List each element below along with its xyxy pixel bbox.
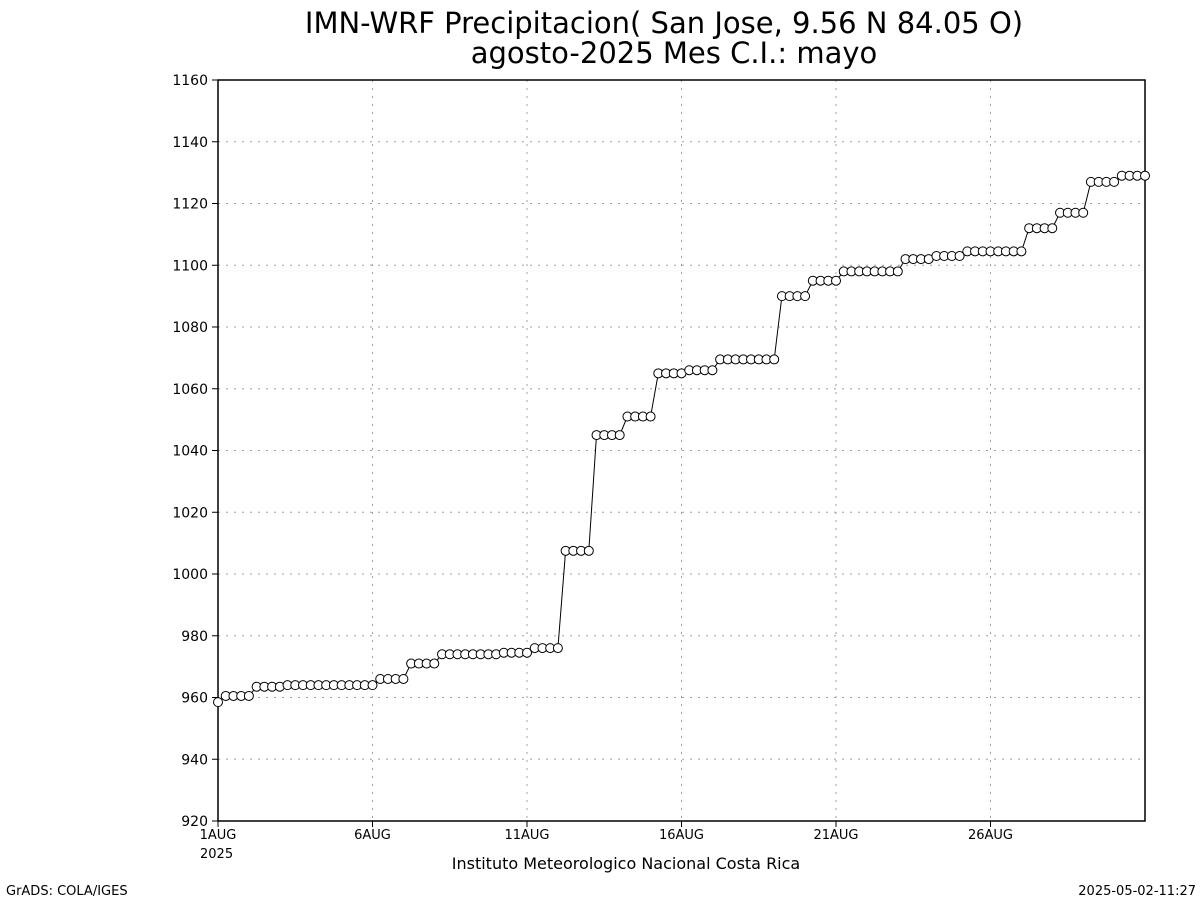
data-point <box>552 643 563 654</box>
x-tick-label: 1AUG <box>200 828 237 843</box>
data-point <box>1047 223 1058 234</box>
y-tick-label: 980 <box>181 629 208 645</box>
plot-frame <box>217 79 1146 822</box>
series-group <box>213 170 1150 708</box>
data-point <box>398 673 409 684</box>
x-axis: 1AUG 6AUG 11AUG 16AUG 21AUG 26AUG <box>200 821 1013 843</box>
data-point <box>367 680 378 691</box>
data-point <box>707 365 718 376</box>
y-tick-label: 960 <box>181 691 208 707</box>
grads-credit: GrADS: COLA/IGES <box>6 884 128 899</box>
data-point <box>614 430 625 441</box>
y-tick-label: 1020 <box>172 505 208 521</box>
chart-title: IMN-WRF Precipitacion( San Jose, 9.56 N … <box>305 6 1023 40</box>
data-point <box>522 647 532 658</box>
data-point <box>892 266 903 277</box>
grid-lines <box>218 80 1145 821</box>
y-tick-label: 1100 <box>172 258 208 274</box>
y-tick-label: 1060 <box>172 382 208 398</box>
y-axis: 920 940 960 980 1000 1020 1040 1060 1080 1100 1120… <box>172 73 218 830</box>
data-point <box>800 291 811 302</box>
data-point <box>429 658 440 669</box>
data-point <box>1140 170 1150 181</box>
y-tick-label: 940 <box>181 752 208 768</box>
institution-label: Instituto Meteorologico Nacional Costa R… <box>452 854 800 873</box>
data-point <box>243 690 254 701</box>
x-tick-label: 21AUG <box>813 828 858 843</box>
data-point <box>583 545 594 556</box>
data-point <box>769 354 780 365</box>
timestamp-label: 2025-05-02-11:27 <box>1078 884 1196 899</box>
y-tick-label: 1000 <box>172 567 208 583</box>
data-point <box>213 697 223 708</box>
y-tick-label: 1080 <box>172 320 208 336</box>
x-tick-label: 6AUG <box>354 828 391 843</box>
y-tick-label: 1140 <box>172 135 208 151</box>
data-point <box>1016 246 1027 257</box>
data-point <box>831 275 841 286</box>
chart-subtitle: agosto-2025 Mes C.I.: mayo <box>471 36 878 70</box>
data-point <box>1109 176 1120 187</box>
x-tick-label: 26AUG <box>968 828 1013 843</box>
x-axis-year-label: 2025 <box>200 847 233 862</box>
y-tick-label: 920 <box>181 814 208 830</box>
x-tick-label: 16AUG <box>659 828 704 843</box>
y-tick-label: 1040 <box>172 444 208 460</box>
y-tick-label: 1120 <box>172 197 208 213</box>
x-tick-label: 11AUG <box>504 828 549 843</box>
data-point <box>954 250 965 261</box>
data-point <box>645 411 656 422</box>
y-tick-label: 1160 <box>172 73 208 89</box>
data-point <box>1078 207 1089 218</box>
